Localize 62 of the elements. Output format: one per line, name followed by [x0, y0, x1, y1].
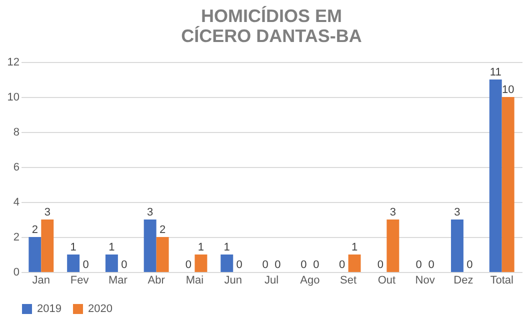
x-tick-label: Jul	[264, 274, 279, 286]
bar	[502, 97, 514, 272]
data-label: 3	[44, 206, 50, 218]
bar	[220, 254, 234, 272]
y-tick-label: 6	[13, 162, 20, 174]
bar	[105, 254, 118, 272]
x-tick-label: Mai	[186, 274, 204, 286]
bar	[156, 237, 169, 272]
x-tick-label: Dez	[454, 274, 474, 286]
x-tick-label: Mar	[108, 274, 128, 286]
y-tick-label: 4	[13, 196, 20, 208]
data-label: 3	[454, 206, 460, 218]
bar	[489, 80, 502, 272]
y-tick-label: 12	[7, 56, 20, 68]
y-tick-label: 8	[13, 126, 20, 138]
data-label: 0	[466, 259, 473, 271]
data-label: 0	[377, 259, 384, 271]
data-label: 0	[416, 259, 422, 271]
legend-label: 2019	[37, 303, 62, 315]
data-label: 0	[338, 259, 346, 271]
chart-title: HOMICÍDIOS EM CÍCERO DANTAS-BA	[181, 6, 362, 46]
data-label: 3	[390, 206, 396, 218]
data-label: 10	[502, 84, 514, 96]
x-tick-label: Out	[378, 274, 396, 286]
y-tick-label: 10	[7, 92, 20, 104]
x-tick-label: Nov	[415, 274, 436, 286]
data-label: 1	[198, 242, 204, 254]
data-label: 0	[82, 259, 89, 271]
bar	[41, 220, 54, 272]
legend-label: 2020	[88, 303, 112, 315]
data-label: 1	[70, 242, 76, 254]
y-tick-label: 0	[13, 266, 20, 278]
data-label: 11	[490, 66, 502, 78]
bar	[386, 220, 400, 272]
bar	[67, 254, 80, 272]
data-label: 0	[236, 259, 242, 271]
data-label: 0	[262, 259, 268, 271]
bar	[28, 237, 42, 272]
data-label: 2	[32, 224, 38, 236]
data-label: 1	[108, 242, 115, 254]
bar	[194, 254, 208, 272]
x-tick-label: Set	[340, 274, 357, 286]
x-tick-label: Total	[490, 274, 514, 286]
data-label: 0	[121, 259, 128, 271]
data-label: 1	[351, 242, 358, 254]
x-tick-label: Jan	[32, 274, 50, 286]
data-label: 0	[185, 259, 192, 271]
data-label: 3	[147, 206, 154, 218]
x-tick-label: Jun	[224, 274, 242, 286]
y-tick-label: 2	[13, 232, 20, 244]
x-tick-label: Fev	[70, 274, 90, 286]
x-tick-label: Abr	[148, 274, 166, 286]
bar	[144, 220, 156, 272]
data-label: 0	[428, 259, 434, 271]
data-label: 0	[300, 259, 307, 271]
data-label: 0	[274, 259, 281, 271]
data-label: 2	[160, 224, 166, 236]
data-label: 1	[224, 242, 230, 254]
bar	[348, 254, 361, 272]
data-label: 0	[313, 259, 320, 271]
x-tick-label: Ago	[300, 274, 320, 286]
bar	[450, 220, 464, 272]
